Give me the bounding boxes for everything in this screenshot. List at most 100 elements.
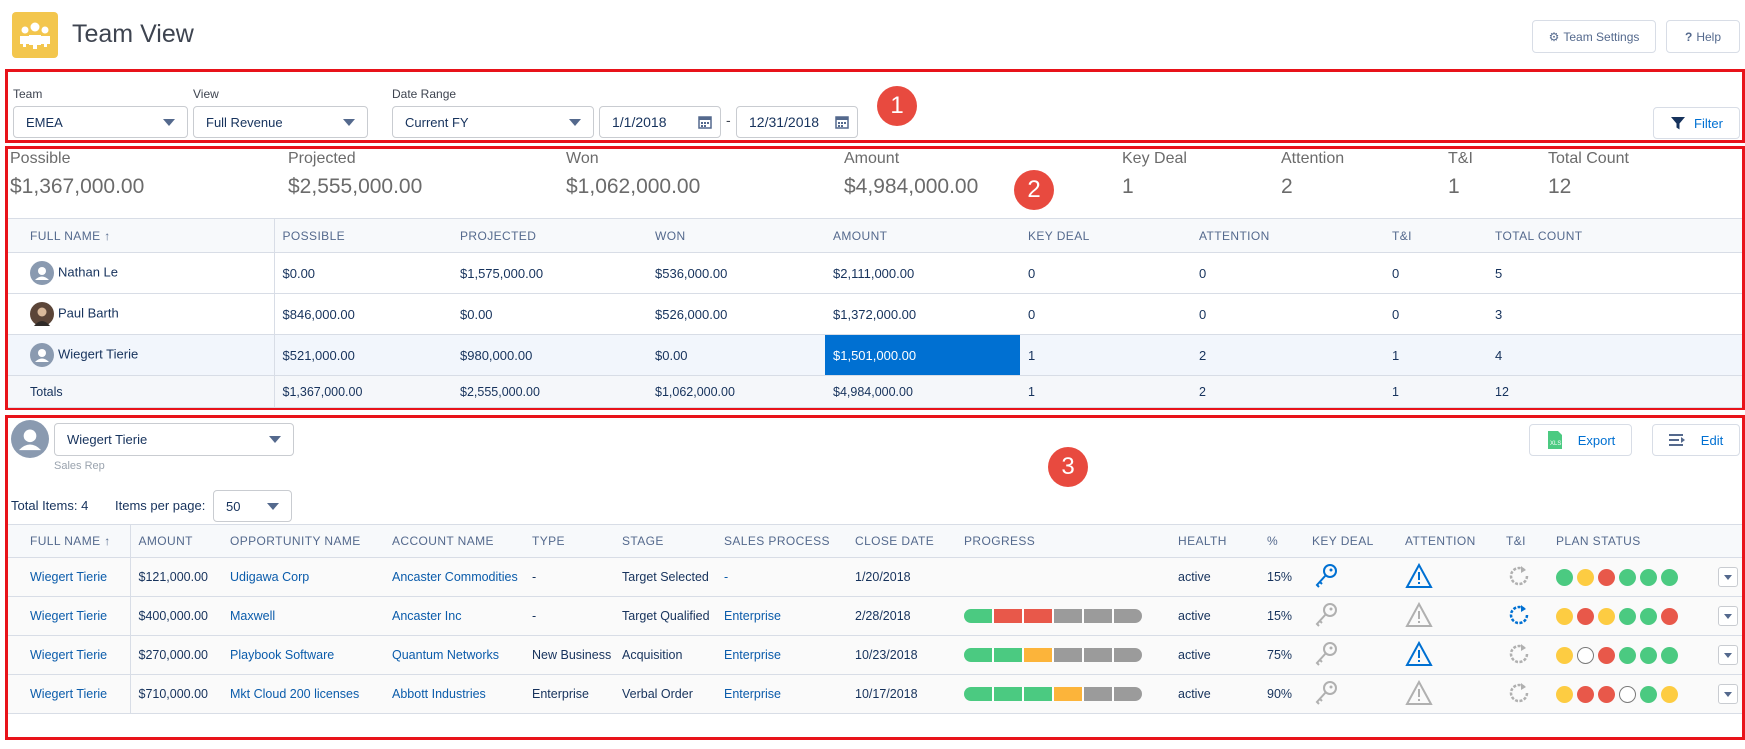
- edit-button[interactable]: Edit: [1652, 424, 1740, 456]
- table-row-selected[interactable]: Wiegert Tierie $521,000.00 $980,000.00 $…: [8, 334, 1742, 376]
- plan-status-dots: [1556, 568, 1678, 586]
- annotation-badge-2: 2: [1014, 170, 1054, 210]
- column-header-possible[interactable]: POSSIBLE: [274, 218, 452, 253]
- table-row[interactable]: Wiegert Tierie $121,000.00 Udigawa Corp …: [8, 557, 1742, 597]
- full-name-link[interactable]: Wiegert Tierie: [8, 674, 131, 714]
- full-name-link[interactable]: Wiegert Tierie: [8, 557, 131, 597]
- column-header-type[interactable]: TYPE: [524, 524, 614, 558]
- cell-close-date: 2/28/2018: [847, 596, 956, 636]
- items-per-page-select[interactable]: 50: [213, 490, 292, 522]
- cell: 4: [1487, 334, 1742, 376]
- column-header-key-deal[interactable]: KEY DEAL: [1020, 218, 1191, 253]
- full-name-link[interactable]: Wiegert Tierie: [8, 635, 131, 675]
- status-dot-empty: [1619, 685, 1636, 703]
- detail-section-highlight: [5, 415, 1745, 740]
- status-dot: [1661, 685, 1678, 703]
- table-row[interactable]: Nathan Le $0.00 $1,575,000.00 $536,000.0…: [8, 252, 1742, 294]
- refresh-icon-inactive[interactable]: [1506, 563, 1532, 589]
- column-header-sales-process[interactable]: SALES PROCESS: [716, 524, 847, 558]
- filter-button[interactable]: Filter: [1653, 107, 1740, 139]
- key-icon-active[interactable]: [1312, 562, 1340, 590]
- column-header-close-date[interactable]: CLOSE DATE: [847, 524, 956, 558]
- row-actions-dropdown[interactable]: [1718, 567, 1738, 587]
- cell-percent: 90%: [1259, 674, 1304, 714]
- column-header-total-count[interactable]: TOTAL COUNT: [1487, 218, 1742, 253]
- sales-process-link[interactable]: Enterprise: [716, 596, 847, 636]
- cell: $0.00: [452, 293, 647, 335]
- opportunity-link[interactable]: Mkt Cloud 200 licenses: [222, 674, 384, 714]
- cell: $526,000.00: [647, 293, 825, 335]
- column-header-health[interactable]: HEALTH: [1170, 524, 1259, 558]
- opportunity-link[interactable]: Playbook Software: [222, 635, 384, 675]
- sales-process-link[interactable]: Enterprise: [716, 674, 847, 714]
- key-icon-inactive[interactable]: [1312, 679, 1340, 707]
- row-actions-dropdown[interactable]: [1718, 606, 1738, 626]
- column-header-attention[interactable]: ATTENTION: [1191, 218, 1384, 253]
- account-link[interactable]: Quantum Networks: [384, 635, 524, 675]
- summary-label-attention: Attention: [1281, 150, 1345, 167]
- cell-attention: [1397, 674, 1498, 714]
- column-header-amount[interactable]: AMOUNT: [130, 524, 222, 558]
- cell-full-name: Nathan Le: [8, 252, 275, 294]
- column-header-stage[interactable]: STAGE: [614, 524, 716, 558]
- column-header-projected[interactable]: PROJECTED: [452, 218, 647, 253]
- column-header-ti[interactable]: T&I: [1384, 218, 1487, 253]
- column-header-account-name[interactable]: ACCOUNT NAME: [384, 524, 524, 558]
- team-settings-button[interactable]: ⚙ Team Settings: [1532, 20, 1656, 53]
- row-actions-dropdown[interactable]: [1718, 645, 1738, 665]
- cell-highlighted[interactable]: $1,501,000.00: [825, 334, 1020, 376]
- cell-amount: $710,000.00: [130, 674, 222, 714]
- key-icon-inactive[interactable]: [1312, 601, 1340, 629]
- status-dot-empty: [1577, 646, 1594, 664]
- refresh-icon-active[interactable]: [1506, 602, 1532, 628]
- opportunity-table: FULL NAME ↑ AMOUNT OPPORTUNITY NAME ACCO…: [8, 524, 1742, 714]
- column-header-opportunity-name[interactable]: OPPORTUNITY NAME: [222, 524, 384, 558]
- date-to-input[interactable]: 12/31/2018: [736, 106, 858, 138]
- table-row[interactable]: Wiegert Tierie $270,000.00 Playbook Soft…: [8, 635, 1742, 675]
- account-link[interactable]: Ancaster Inc: [384, 596, 524, 636]
- full-name-link[interactable]: Wiegert Tierie: [8, 596, 131, 636]
- cell-health: active: [1170, 557, 1259, 597]
- column-header-full-name[interactable]: FULL NAME ↑: [8, 218, 275, 253]
- person-select[interactable]: Wiegert Tierie: [54, 423, 294, 456]
- account-link[interactable]: Ancaster Commodities: [384, 557, 524, 597]
- table-row[interactable]: Wiegert Tierie $710,000.00 Mkt Cloud 200…: [8, 674, 1742, 714]
- cell-percent: 15%: [1259, 557, 1304, 597]
- team-select[interactable]: EMEA: [13, 106, 188, 138]
- refresh-icon-inactive[interactable]: [1506, 680, 1532, 706]
- warning-icon-active[interactable]: [1405, 640, 1433, 667]
- cell-plan-status: [1548, 557, 1742, 597]
- date-from-input[interactable]: 1/1/2018: [599, 106, 721, 138]
- table-header-row: FULL NAME ↑ AMOUNT OPPORTUNITY NAME ACCO…: [8, 524, 1742, 558]
- key-icon-inactive[interactable]: [1312, 640, 1340, 668]
- warning-icon-active[interactable]: [1405, 562, 1433, 589]
- status-dot: [1556, 607, 1573, 625]
- column-header-progress[interactable]: PROGRESS: [956, 524, 1170, 558]
- cell: 2: [1191, 334, 1384, 376]
- opportunity-link[interactable]: Udigawa Corp: [222, 557, 384, 597]
- column-header-full-name[interactable]: FULL NAME ↑: [8, 524, 131, 558]
- column-header-amount[interactable]: AMOUNT: [825, 218, 1020, 253]
- refresh-icon-inactive[interactable]: [1506, 641, 1532, 667]
- column-header-key-deal[interactable]: KEY DEAL: [1304, 524, 1397, 558]
- column-header-plan-status[interactable]: PLAN STATUS: [1548, 524, 1742, 558]
- cell: 5: [1487, 252, 1742, 294]
- column-header-attention[interactable]: ATTENTION: [1397, 524, 1498, 558]
- cell: $1,062,000.00: [647, 375, 825, 408]
- table-row[interactable]: Wiegert Tierie $400,000.00 Maxwell Ancas…: [8, 596, 1742, 636]
- help-button[interactable]: ? Help: [1666, 20, 1740, 53]
- export-button[interactable]: XLS Export: [1529, 424, 1632, 456]
- sales-process-link[interactable]: -: [716, 557, 847, 597]
- account-link[interactable]: Abbott Industries: [384, 674, 524, 714]
- date-range-select[interactable]: Current FY: [392, 106, 594, 138]
- view-select[interactable]: Full Revenue: [193, 106, 368, 138]
- table-row[interactable]: Paul Barth $846,000.00 $0.00 $526,000.00…: [8, 293, 1742, 335]
- warning-icon-inactive[interactable]: [1405, 679, 1433, 706]
- sales-process-link[interactable]: Enterprise: [716, 635, 847, 675]
- column-header-ti[interactable]: T&I: [1498, 524, 1548, 558]
- column-header-won[interactable]: WON: [647, 218, 825, 253]
- row-actions-dropdown[interactable]: [1718, 684, 1738, 704]
- opportunity-link[interactable]: Maxwell: [222, 596, 384, 636]
- column-header-percent[interactable]: %: [1259, 524, 1304, 558]
- warning-icon-inactive[interactable]: [1405, 601, 1433, 628]
